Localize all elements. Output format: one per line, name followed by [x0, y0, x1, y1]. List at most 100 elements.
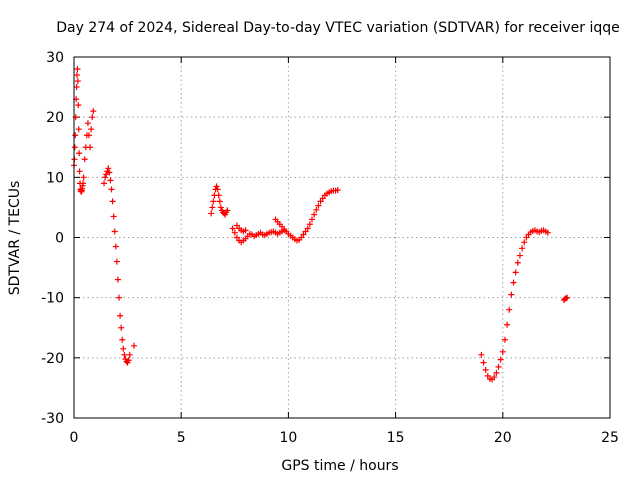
data-point	[108, 186, 115, 193]
data-point	[306, 221, 313, 228]
data-point	[209, 204, 216, 211]
x-axis-label: GPS time / hours	[281, 458, 398, 474]
data-point	[304, 225, 311, 232]
y-tick-label: 20	[46, 110, 64, 126]
data-point	[81, 156, 88, 163]
data-point	[231, 229, 238, 236]
data-point	[233, 222, 240, 229]
data-point	[499, 348, 506, 355]
data-point	[101, 180, 108, 187]
data-point	[105, 165, 112, 172]
data-point	[107, 177, 114, 184]
data-point	[298, 234, 305, 241]
data-point	[102, 174, 109, 181]
data-point	[121, 351, 128, 358]
series-arc-5	[229, 186, 341, 246]
series-arc-3	[101, 165, 138, 366]
data-point	[75, 102, 82, 109]
data-point	[74, 72, 81, 79]
data-point	[501, 336, 508, 343]
data-point	[482, 366, 489, 373]
y-tick-label: -10	[41, 291, 64, 307]
data-point	[519, 245, 526, 252]
x-tick-label: 5	[177, 430, 186, 446]
data-point	[521, 239, 528, 246]
grid	[74, 57, 610, 418]
series-arc-2	[80, 108, 97, 181]
data-point	[113, 258, 120, 265]
data-point	[71, 144, 78, 151]
y-axis-label: SDTVAR / TECUs	[7, 181, 23, 296]
y-tick-label: 0	[55, 231, 64, 247]
data-point	[508, 291, 515, 298]
data-point	[117, 312, 124, 319]
y-tick-label: 10	[46, 170, 64, 186]
data-point	[84, 120, 91, 127]
data-point	[214, 186, 221, 193]
data-point	[80, 180, 87, 187]
data-point	[90, 108, 97, 115]
data-point	[213, 183, 220, 190]
data-point	[491, 374, 498, 381]
data-point	[112, 243, 119, 250]
data-point	[302, 228, 309, 235]
x-tick-label: 0	[70, 430, 79, 446]
series-arc-7	[560, 294, 571, 304]
data-point	[313, 206, 320, 213]
data-point	[544, 229, 551, 236]
x-tick-label: 10	[279, 430, 297, 446]
data-point	[86, 132, 93, 139]
data-point	[504, 321, 511, 328]
data-point	[110, 213, 117, 220]
data-point	[317, 198, 324, 205]
data-point	[106, 169, 113, 176]
data-point	[311, 211, 318, 218]
series-arc-4	[208, 183, 231, 218]
data-point	[215, 192, 222, 199]
data-point	[111, 228, 118, 235]
data-point	[76, 150, 83, 157]
data-point	[120, 345, 127, 352]
data-point	[506, 306, 513, 313]
data-point	[116, 294, 123, 301]
data-point	[224, 207, 231, 214]
data-points	[71, 66, 571, 383]
data-point	[125, 357, 132, 364]
data-point	[89, 114, 96, 121]
x-tick-label: 15	[387, 430, 405, 446]
data-point	[118, 324, 125, 331]
data-point	[217, 204, 224, 211]
data-point	[283, 228, 290, 235]
data-point	[208, 210, 215, 217]
x-tick-label: 20	[494, 430, 512, 446]
data-point	[88, 126, 95, 133]
data-point	[478, 351, 485, 358]
data-point	[126, 351, 133, 358]
data-point	[484, 372, 491, 379]
data-point	[495, 363, 502, 370]
data-point	[480, 359, 487, 366]
data-point	[114, 276, 121, 283]
data-point	[76, 168, 83, 175]
data-point	[497, 356, 504, 363]
data-point	[103, 171, 110, 178]
data-point	[563, 295, 570, 302]
data-point	[493, 369, 500, 376]
y-tick-label: 30	[46, 50, 64, 66]
data-point	[75, 126, 82, 133]
data-point	[233, 234, 240, 241]
data-point	[216, 198, 223, 205]
series-arc-6	[478, 227, 551, 383]
chart-title: Day 274 of 2024, Sidereal Day-to-day VTE…	[56, 20, 620, 36]
data-point	[523, 234, 530, 241]
data-point	[210, 198, 217, 205]
data-point	[87, 144, 94, 151]
data-point	[334, 186, 341, 193]
data-point	[319, 195, 326, 202]
y-tick-label: -30	[41, 411, 64, 427]
data-point	[72, 132, 79, 139]
data-point	[510, 279, 517, 286]
axis-tick-labels: 0 5 10 15 20 25 -30 -20 -10 0 10 20 30	[41, 50, 619, 446]
data-point	[315, 202, 322, 209]
